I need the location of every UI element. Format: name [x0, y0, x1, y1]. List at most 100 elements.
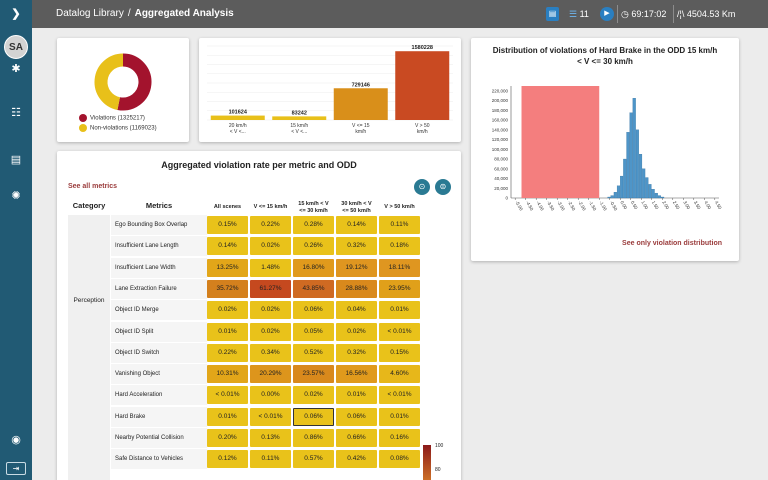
violation-rate-cell[interactable]: 20.29% — [250, 365, 291, 384]
play-icon[interactable]: ▶ — [600, 7, 614, 21]
speed-bar[interactable] — [333, 88, 388, 120]
violation-rate-cell[interactable]: 0.14% — [336, 216, 377, 234]
violation-rate-cell[interactable]: < 0.01% — [379, 386, 420, 405]
violation-rate-cell[interactable]: 0.11% — [250, 450, 291, 469]
violation-rate-cell[interactable]: 16.80% — [293, 258, 334, 277]
violation-rate-cell[interactable]: 0.32% — [336, 343, 377, 362]
violation-rate-cell[interactable]: 23.95% — [379, 279, 420, 298]
violation-rate-cell[interactable]: 0.15% — [379, 343, 420, 362]
violation-rate-cell[interactable]: 0.22% — [250, 216, 291, 234]
violation-rate-cell[interactable]: 0.42% — [336, 450, 377, 469]
task-list-icon[interactable]: ☷ — [11, 107, 21, 119]
violation-rate-cell[interactable]: 4.60% — [379, 365, 420, 384]
histogram-bin[interactable] — [645, 177, 649, 199]
camera-filter-icon[interactable]: ⊜ — [435, 179, 451, 195]
expand-sidebar-icon[interactable]: ❯ — [11, 8, 21, 20]
histogram-bin[interactable] — [651, 189, 655, 199]
violation-rate-cell[interactable]: 43.85% — [293, 279, 334, 298]
violation-rate-cell[interactable]: 61.27% — [250, 279, 291, 298]
histogram-bin[interactable] — [623, 158, 627, 199]
violation-rate-cell[interactable]: 0.11% — [379, 216, 420, 234]
see-only-violation-link[interactable]: See only violation distribution — [622, 240, 722, 247]
violation-rate-cell[interactable]: 16.56% — [336, 365, 377, 384]
violation-rate-cell[interactable]: < 0.01% — [207, 386, 248, 405]
violation-rate-cell[interactable]: 0.02% — [250, 301, 291, 320]
violation-rate-cell[interactable]: 28.88% — [336, 279, 377, 298]
violation-rate-cell[interactable]: 0.57% — [293, 450, 334, 469]
bug-icon[interactable]: ✺ — [11, 190, 21, 202]
violation-rate-cell[interactable]: 0.05% — [293, 322, 334, 341]
violation-rate-cell[interactable]: 0.02% — [250, 237, 291, 256]
speed-bar[interactable] — [272, 116, 327, 120]
violation-rate-cell[interactable]: 19.12% — [336, 258, 377, 277]
violation-rate-cell[interactable]: 0.02% — [293, 386, 334, 405]
report-icon[interactable]: ▤ — [546, 7, 559, 21]
violation-rate-cell[interactable]: 0.02% — [250, 322, 291, 341]
histogram-bin[interactable] — [657, 195, 661, 199]
histogram-bin[interactable] — [632, 98, 636, 199]
violation-rate-cell[interactable]: 0.15% — [207, 216, 248, 234]
gear-icon[interactable]: ✱ — [11, 63, 21, 75]
violation-rate-cell[interactable]: 0.26% — [293, 237, 334, 256]
violation-rate-cell[interactable]: 0.08% — [379, 450, 420, 469]
speed-bar[interactable] — [210, 115, 265, 120]
histogram-bin[interactable] — [610, 195, 614, 199]
violation-rate-cell[interactable]: 0.12% — [207, 450, 248, 469]
violation-rate-cell[interactable]: 13.25% — [207, 258, 248, 277]
violation-rate-cell[interactable]: 0.14% — [207, 237, 248, 256]
histogram-bin[interactable] — [626, 132, 630, 199]
violation-rate-cell[interactable]: 23.57% — [293, 365, 334, 384]
violation-rate-cell[interactable]: 0.04% — [336, 301, 377, 320]
logout-icon[interactable]: ⇥ — [6, 462, 26, 475]
violation-rate-cell[interactable]: 0.34% — [250, 343, 291, 362]
documents-icon[interactable]: ▤ — [10, 154, 22, 166]
violation-rate-cell[interactable]: 18.11% — [379, 258, 420, 277]
histogram-bin[interactable] — [616, 185, 621, 199]
breadcrumb-root[interactable]: Datalog Library — [56, 8, 124, 19]
histogram-bin[interactable] — [661, 196, 665, 199]
violation-rate-cell[interactable]: 0.01% — [379, 407, 420, 426]
violation-rate-cell[interactable]: 0.52% — [293, 343, 334, 362]
avatar[interactable]: SA — [4, 35, 28, 59]
histogram-bin[interactable] — [629, 112, 633, 199]
scenario-count[interactable]: ☰ 11 — [569, 7, 593, 21]
histogram-bin[interactable] — [642, 168, 646, 199]
violation-rate-cell[interactable]: 0.06% — [293, 301, 334, 320]
histogram-bin[interactable] — [648, 184, 652, 199]
violation-rate-cell[interactable]: 0.06% — [293, 407, 334, 426]
histogram-bin[interactable] — [635, 129, 639, 199]
violation-rate-cell[interactable]: 0.00% — [250, 386, 291, 405]
violation-rate-cell[interactable]: 0.32% — [336, 237, 377, 256]
violation-rate-cell[interactable]: 0.20% — [207, 429, 248, 447]
violation-rate-cell[interactable]: < 0.01% — [250, 407, 291, 426]
distance-value: 4504.53 Km — [686, 9, 736, 19]
speed-bar[interactable] — [395, 51, 450, 120]
violation-rate-cell[interactable]: 0.22% — [207, 343, 248, 362]
violation-rate-cell[interactable]: 10.31% — [207, 365, 248, 384]
violation-rate-cell[interactable]: 0.86% — [293, 429, 334, 447]
violation-rate-cell[interactable]: 0.01% — [379, 301, 420, 320]
histogram-bin[interactable] — [654, 192, 658, 199]
violation-rate-cell[interactable]: 0.16% — [379, 429, 420, 447]
violation-rate-cell[interactable]: 0.02% — [336, 322, 377, 341]
violation-rate-cell[interactable]: 0.02% — [207, 301, 248, 320]
violation-rate-cell[interactable]: 0.01% — [207, 407, 248, 426]
see-all-metrics-link[interactable]: See all metrics — [68, 183, 118, 190]
donut-slice[interactable] — [94, 53, 124, 110]
violation-rate-cell[interactable]: 35.72% — [207, 279, 248, 298]
violation-rate-cell[interactable]: 0.01% — [336, 386, 377, 405]
violation-rate-cell[interactable]: 0.13% — [250, 429, 291, 447]
violation-rate-cell[interactable]: < 0.01% — [379, 322, 420, 341]
violation-rate-cell[interactable]: 0.01% — [207, 322, 248, 341]
histogram-bin[interactable] — [639, 154, 643, 199]
violation-rate-cell[interactable]: 1.48% — [250, 258, 291, 277]
violation-rate-cell[interactable]: 0.18% — [379, 237, 420, 256]
histogram-bin[interactable] — [613, 192, 617, 199]
donut-slice[interactable] — [117, 53, 152, 111]
histogram-bin[interactable] — [607, 196, 611, 199]
violation-rate-cell[interactable]: 0.66% — [336, 429, 377, 447]
histogram-bin[interactable] — [620, 175, 624, 199]
car-filter-icon[interactable]: ⊙ — [414, 179, 430, 195]
violation-rate-cell[interactable]: 0.28% — [293, 216, 334, 234]
violation-rate-cell[interactable]: 0.06% — [336, 407, 377, 426]
